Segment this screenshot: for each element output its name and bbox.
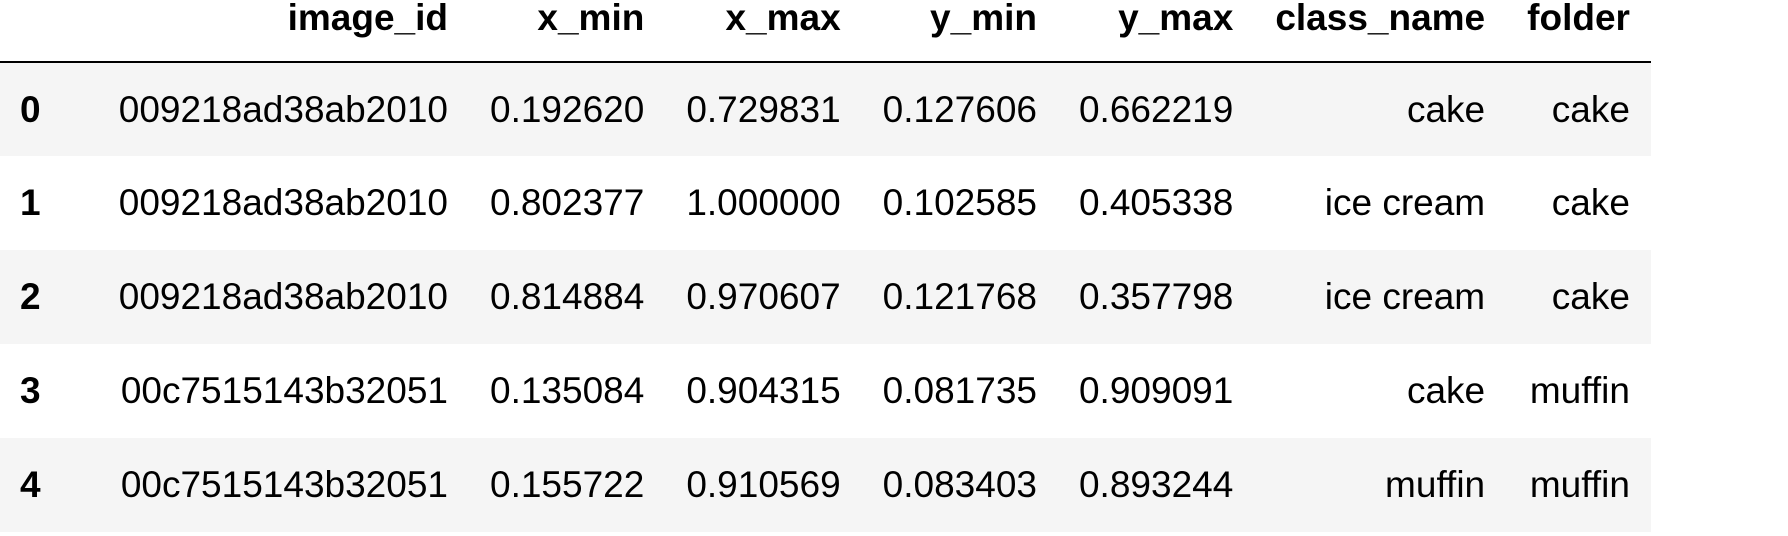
row-index: 3: [20, 370, 41, 411]
cell-y-max: 0.662219: [1078, 88, 1234, 130]
cell-class-name: ice cream: [1324, 182, 1486, 223]
cell-image-id: 00c7515143b32051: [120, 464, 448, 505]
cell-image-id: 00c7515143b32051: [120, 370, 448, 411]
table-header: image_id x_min x_max y_min y_max class_n…: [0, 0, 1651, 63]
header-cell-index: [0, 0, 66, 63]
cell-class-name: cake: [1406, 88, 1486, 130]
cell-x-max: 0.904315: [686, 370, 841, 411]
header-cell-y-min: y_min: [861, 0, 1058, 63]
cell-x-min: 0.135084: [490, 370, 645, 411]
table-row: 3 00c7515143b32051 0.135084 0.904315 0.0…: [0, 344, 1651, 438]
cell-class-name: muffin: [1385, 464, 1486, 505]
header-row: image_id x_min x_max y_min y_max class_n…: [0, 0, 1651, 63]
header-cell-image-id: image_id: [66, 0, 469, 63]
table-row: 1 009218ad38ab2010 0.802377 1.000000 0.1…: [0, 156, 1651, 250]
cell-y-max: 0.893244: [1078, 464, 1234, 505]
cell-image-id: 009218ad38ab2010: [118, 88, 448, 130]
header-cell-folder: folder: [1506, 0, 1651, 63]
cell-y-min: 0.083403: [882, 464, 1037, 505]
cell-x-max: 1.000000: [686, 182, 841, 223]
cell-image-id: 009218ad38ab2010: [118, 276, 448, 317]
cell-y-max: 0.357798: [1078, 276, 1234, 317]
cell-y-min: 0.127606: [882, 88, 1037, 130]
cell-y-min: 0.081735: [882, 370, 1037, 411]
cell-y-max: 0.909091: [1078, 370, 1234, 411]
header-cell-x-max: x_max: [665, 0, 862, 63]
table-row: 0 009218ad38ab2010 0.192620 0.729831 0.1…: [0, 62, 1651, 156]
cell-y-max: 0.405338: [1078, 182, 1234, 223]
cell-class-name: ice cream: [1324, 276, 1486, 317]
cell-y-min: 0.121768: [882, 276, 1037, 317]
cell-y-min: 0.102585: [882, 182, 1037, 223]
cell-x-max: 0.970607: [686, 276, 841, 317]
row-index: 1: [20, 182, 41, 223]
cell-x-min: 0.814884: [490, 276, 645, 317]
cell-folder: cake: [1551, 182, 1630, 223]
cell-folder: cake: [1551, 88, 1630, 130]
row-index: 2: [20, 276, 41, 317]
cell-x-min: 0.155722: [490, 464, 645, 505]
cell-image-id: 009218ad38ab2010: [118, 182, 448, 223]
cell-folder: muffin: [1529, 464, 1630, 505]
cell-folder: muffin: [1529, 370, 1630, 411]
header-cell-y-max: y_max: [1057, 0, 1255, 63]
cell-x-min: 0.802377: [490, 182, 645, 223]
table-row: 2 009218ad38ab2010 0.814884 0.970607 0.1…: [0, 250, 1651, 344]
row-index: 4: [20, 464, 41, 505]
cell-class-name: cake: [1406, 370, 1486, 411]
header-cell-class-name: class_name: [1254, 0, 1507, 63]
table-row: 4 00c7515143b32051 0.155722 0.910569 0.0…: [0, 438, 1651, 532]
header-cell-x-min: x_min: [469, 0, 666, 63]
cell-x-max: 0.729831: [686, 88, 841, 130]
cell-x-max: 0.910569: [686, 464, 841, 505]
row-index: 0: [20, 88, 41, 130]
cell-folder: cake: [1551, 276, 1630, 317]
cell-x-min: 0.192620: [490, 88, 645, 130]
dataframe-table: image_id x_min x_max y_min y_max class_n…: [0, 0, 1651, 532]
table-body: 0 009218ad38ab2010 0.192620 0.729831 0.1…: [0, 62, 1651, 532]
